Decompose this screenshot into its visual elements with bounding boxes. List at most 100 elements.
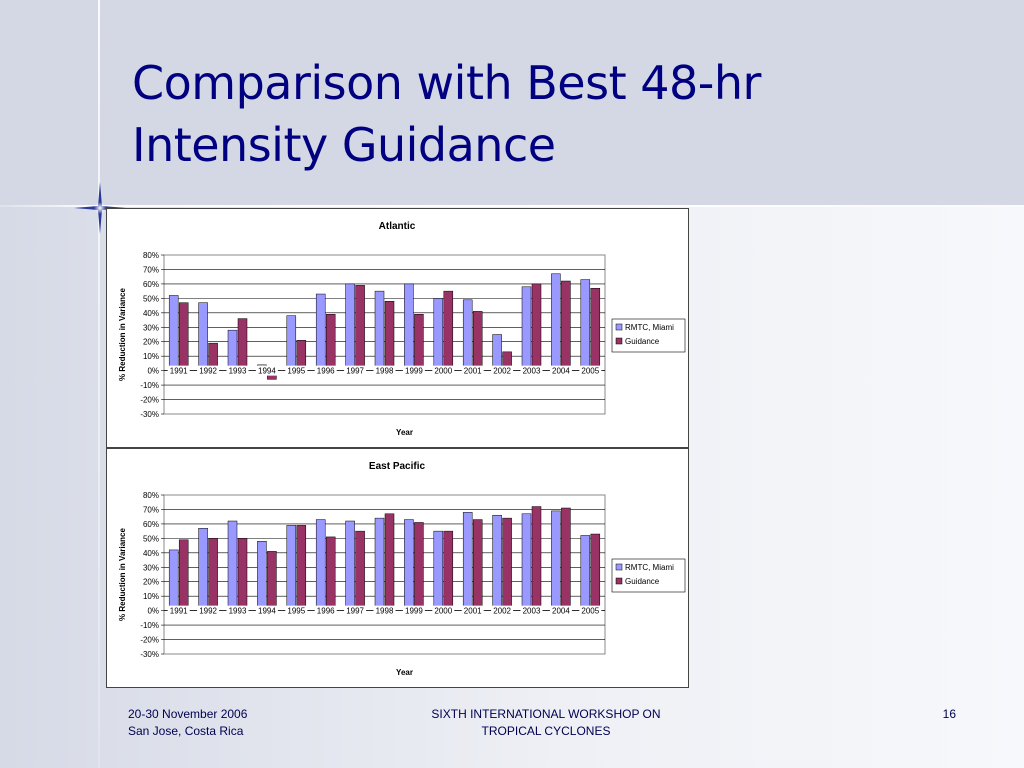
x-tick-label: 1994: [258, 607, 276, 616]
y-tick-label: 50%: [143, 534, 159, 543]
y-tick-label: -20%: [140, 636, 159, 645]
legend-swatch-rmtc: [615, 323, 623, 331]
y-tick-label: -20%: [140, 396, 159, 405]
y-tick-label: 50%: [143, 294, 159, 303]
legend-label-guidance: Guidance: [625, 577, 660, 586]
plot-area: [163, 254, 606, 415]
x-tick-label-bg: [344, 365, 367, 376]
bar-rmtc-2005: [580, 279, 591, 371]
x-tick-label: 2005: [581, 367, 599, 376]
x-tick-label: 1993: [229, 607, 247, 616]
y-tick-label: -10%: [140, 621, 159, 630]
legend-swatch-guidance: [615, 337, 623, 345]
y-tick-label: 40%: [143, 549, 159, 558]
y-tick-label: 10%: [143, 592, 159, 601]
y-tick-label: -30%: [140, 650, 159, 659]
bar-rmtc-1996: [315, 519, 326, 611]
bar-guidance-1995: [296, 525, 307, 611]
y-tick-label: -30%: [140, 410, 159, 419]
bar-guidance-1998: [384, 301, 395, 371]
y-axis-label: % Reduction in Variance: [118, 287, 127, 380]
x-tick-label-bg: [226, 365, 249, 376]
x-tick-label-bg: [402, 365, 425, 376]
footer-date: 20-30 November 2006: [128, 707, 248, 721]
chart-svg: Atlantic 80% 70% 60% 50% 40% 30% 20% 10% 0% -10% -2…: [118, 221, 686, 437]
x-tick-label: 2004: [552, 367, 570, 376]
x-tick-label: 1994: [258, 367, 276, 376]
y-tick-label: 70%: [143, 505, 159, 514]
x-tick-label-bg: [255, 365, 278, 376]
bar-guidance-2001: [472, 519, 483, 611]
bar-guidance-1997: [355, 285, 365, 371]
y-tick-label: 60%: [143, 280, 159, 289]
bar-rmtc-1992: [198, 527, 208, 611]
x-tick-label-bg: [579, 605, 602, 616]
x-tick-label: 1991: [170, 607, 188, 616]
bar-guidance-1999: [414, 522, 424, 611]
bar-rmtc-1998: [374, 290, 385, 371]
x-tick-label-bg: [255, 605, 278, 616]
x-tick-label: 2003: [523, 607, 541, 616]
bar-guidance-2003: [531, 506, 542, 611]
chart-svg: East Pacific 80% 70% 60% 50% 40% 30% 20% 10% 0% -1…: [118, 461, 686, 677]
x-tick-label-bg: [314, 605, 337, 616]
x-tick-label: 1995: [287, 367, 305, 376]
chart-title: East Pacific: [369, 461, 426, 472]
x-tick-label-bg: [285, 605, 308, 616]
y-tick-label: 80%: [143, 491, 159, 500]
bar-guidance-1991: [178, 302, 189, 371]
bar-rmtc-1999: [404, 519, 414, 611]
x-tick-label: 1998: [376, 367, 394, 376]
x-tick-label: 1993: [229, 367, 247, 376]
x-tick-label: 2003: [523, 367, 541, 376]
legend-label-guidance: Guidance: [625, 337, 660, 346]
x-tick-label-bg: [461, 365, 484, 376]
bar-guidance-1996: [325, 536, 336, 611]
x-tick-label-bg: [461, 605, 484, 616]
x-tick-label: 1996: [317, 367, 335, 376]
legend-swatch-guidance: [615, 577, 623, 585]
x-tick-label-bg: [314, 365, 337, 376]
bar-guidance-1996: [325, 314, 336, 371]
bar-guidance-1991: [178, 539, 189, 611]
bar-rmtc-1998: [374, 517, 385, 611]
page-number: 16: [942, 707, 956, 721]
legend-box: [611, 318, 686, 353]
x-tick-label: 1999: [405, 607, 423, 616]
bar-guidance-2004: [561, 507, 571, 611]
bar-rmtc-1991: [168, 549, 179, 611]
bar-rmtc-2001: [462, 512, 473, 611]
x-tick-label-bg: [549, 365, 572, 376]
bar-rmtc-1999: [404, 283, 414, 371]
x-tick-label: 1995: [287, 607, 305, 616]
x-tick-label: 1996: [317, 607, 335, 616]
x-tick-label: 1997: [346, 607, 364, 616]
decorative-vertical-line: [98, 0, 100, 768]
y-tick-label: 30%: [143, 323, 159, 332]
x-tick-label-bg: [491, 365, 514, 376]
x-tick-label: 2002: [493, 367, 511, 376]
bar-guidance-2000: [443, 530, 454, 611]
bar-guidance-1998: [384, 513, 395, 611]
x-tick-label: 1992: [199, 367, 217, 376]
bar-rmtc-2002: [492, 514, 502, 611]
x-tick-label: 1998: [376, 607, 394, 616]
bar-guidance-2002: [502, 517, 512, 611]
bar-rmtc-2000: [433, 298, 444, 371]
x-tick-label: 2001: [464, 607, 482, 616]
bar-rmtc-2005: [580, 535, 591, 611]
header-band: [0, 0, 1024, 205]
x-tick-label-bg: [373, 365, 396, 376]
x-tick-label-bg: [197, 365, 220, 376]
sparkle-icon: [74, 182, 126, 234]
bar-rmtc-1995: [286, 315, 297, 371]
bar-guidance-2005: [590, 533, 601, 611]
bar-rmtc-1994: [257, 541, 267, 611]
footer-event-line-2: TROPICAL CYCLONES: [481, 724, 611, 738]
legend-box: [611, 558, 686, 593]
x-tick-label-bg: [344, 605, 367, 616]
x-tick-label-bg: [520, 605, 543, 616]
y-tick-label: 40%: [143, 309, 159, 318]
bar-guidance-1993: [237, 318, 248, 371]
y-tick-label: 60%: [143, 520, 159, 529]
